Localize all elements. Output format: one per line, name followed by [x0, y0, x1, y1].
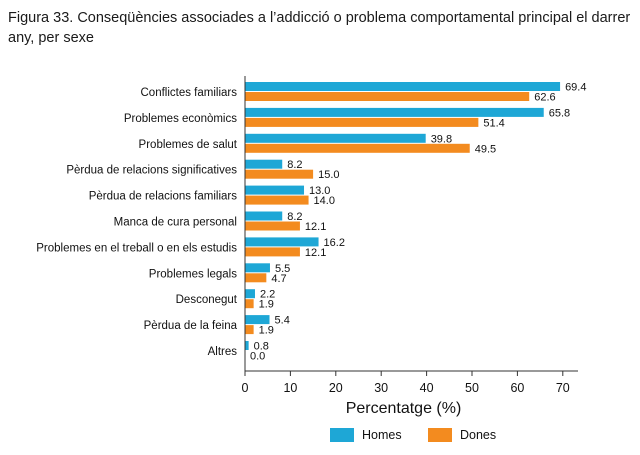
data-label-dones: 15.0 [318, 169, 339, 181]
bar-dones [245, 299, 254, 309]
bar-homes [245, 263, 270, 273]
category-label: Problemes en el treball o en els estudis [36, 242, 237, 254]
x-tick-label: 70 [556, 381, 570, 395]
data-label-dones: 4.7 [271, 273, 286, 285]
legend-item-dones: Dones [428, 428, 496, 442]
legend-swatch-dones [428, 428, 452, 442]
bar-dones [245, 195, 309, 205]
data-label-dones: 12.1 [305, 247, 326, 259]
data-label-dones: 49.5 [475, 143, 496, 155]
data-label-dones: 1.9 [259, 325, 274, 337]
category-label: Pèrdua de relacions familiars [89, 191, 238, 203]
category-label: Manca de cura personal [114, 217, 237, 229]
bar-homes [245, 211, 283, 221]
x-tick-label: 30 [374, 381, 388, 395]
data-label-dones: 62.6 [534, 92, 555, 104]
category-label: Pèrdua de relacions significatives [66, 165, 237, 177]
bar-dones [245, 247, 300, 257]
data-label-homes: 39.8 [431, 133, 452, 145]
bar-homes [245, 341, 249, 350]
data-label-homes: 16.2 [324, 237, 345, 249]
x-tick-label: 0 [242, 381, 249, 395]
data-label-homes: 5.4 [275, 315, 290, 327]
bar-dones [245, 273, 267, 283]
category-label: Problemes de salut [139, 139, 238, 151]
legend-label-dones: Dones [460, 428, 497, 442]
bar-dones [245, 143, 470, 153]
bar-homes [245, 289, 255, 299]
x-tick-label: 20 [329, 381, 343, 395]
x-tick-label: 10 [283, 381, 297, 395]
x-axis-title: Percentatge (%) [346, 400, 462, 417]
bar-dones [245, 92, 530, 101]
data-label-homes: 13.0 [309, 185, 330, 197]
data-label-dones: 51.4 [483, 117, 504, 129]
category-label: Problemes legals [149, 268, 237, 280]
x-tick-label: 40 [420, 381, 434, 395]
bar-homes [245, 185, 305, 195]
legend-item-homes: Homes [330, 428, 402, 442]
data-label-homes: 69.4 [565, 82, 586, 94]
data-label-dones: 14.0 [314, 195, 335, 207]
data-label-homes: 8.2 [287, 159, 302, 171]
category-label: Conflictes familiars [141, 87, 238, 99]
bar-homes [245, 107, 544, 117]
x-tick-label: 60 [510, 381, 524, 395]
data-label-homes: 8.2 [287, 211, 302, 223]
category-label: Altres [208, 346, 238, 358]
data-label-dones: 0.0 [250, 351, 265, 363]
data-label-homes: 0.8 [254, 341, 269, 353]
x-tick-label: 50 [465, 381, 479, 395]
bar-homes [245, 315, 270, 325]
data-label-homes: 5.5 [275, 263, 290, 275]
bar-homes [245, 237, 319, 247]
legend-swatch-homes [330, 428, 354, 442]
legend-label-homes: Homes [362, 428, 402, 442]
bar-homes [245, 82, 561, 91]
figure-title: Figura 33. Conseqüències associades a l’… [8, 10, 631, 46]
bar-homes [245, 159, 283, 169]
data-label-dones: 12.1 [305, 221, 326, 233]
bar-dones [245, 117, 479, 127]
data-label-dones: 1.9 [259, 299, 274, 311]
chart-legend: Homes Dones [0, 428, 640, 450]
bar-dones [245, 221, 300, 231]
bar-dones [245, 325, 254, 335]
category-label: Problemes econòmics [124, 113, 237, 125]
bar-chart: Conflictes familiars 69.4 62.6 Problemes ec… [36, 76, 586, 417]
data-label-homes: 2.2 [260, 289, 275, 301]
category-label: Desconegut [176, 294, 238, 306]
category-label: Pèrdua de la feina [144, 320, 238, 332]
bar-dones [245, 169, 314, 179]
data-label-homes: 65.8 [549, 107, 570, 119]
bar-homes [245, 133, 426, 143]
